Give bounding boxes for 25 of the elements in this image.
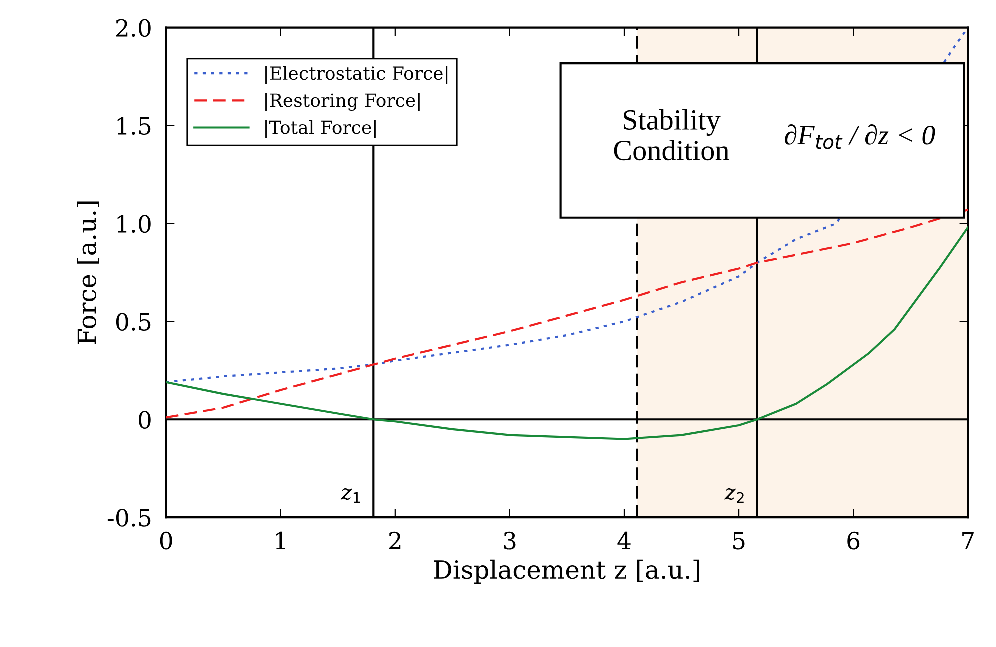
x-tick-label: 4	[618, 532, 631, 550]
y-tick-label: 0	[138, 411, 151, 429]
x-tick-label: 7	[962, 532, 974, 550]
y-tick-label: 0.5	[116, 313, 151, 331]
y-tick-label: 1.0	[118, 215, 151, 234]
legend-label: |Electrostatic Force|	[266, 66, 448, 84]
annotation: z$_{1}$	[340, 488, 360, 504]
annotation: Stability Condition	[614, 110, 730, 161]
x-tick-label: 2	[390, 532, 401, 550]
x-tick-label: 5	[734, 532, 745, 550]
x-tick-label: 0	[160, 532, 172, 550]
y-axis-title: Force [a.u.]	[77, 202, 100, 344]
y-tick-label: 2.0	[116, 19, 151, 38]
legend-label: |Total Force|	[266, 120, 376, 138]
line-series	[166, 226, 968, 440]
annotation: z$_{2}$	[724, 488, 744, 504]
x-tick-label: 1	[276, 532, 286, 550]
legend-label: |Restoring Force|	[266, 93, 420, 112]
y-tick-label: -0.5	[108, 509, 151, 527]
y-tick-label: 1.5	[118, 117, 151, 136]
annotation: ∂F$_{tot}$ / ∂z < 0	[784, 124, 936, 150]
x-axis-title: Displacement z [a.u.]	[434, 560, 700, 584]
line-series	[166, 208, 968, 419]
x-tick-label: 6	[848, 532, 860, 550]
x-tick-label: 3	[504, 532, 516, 550]
